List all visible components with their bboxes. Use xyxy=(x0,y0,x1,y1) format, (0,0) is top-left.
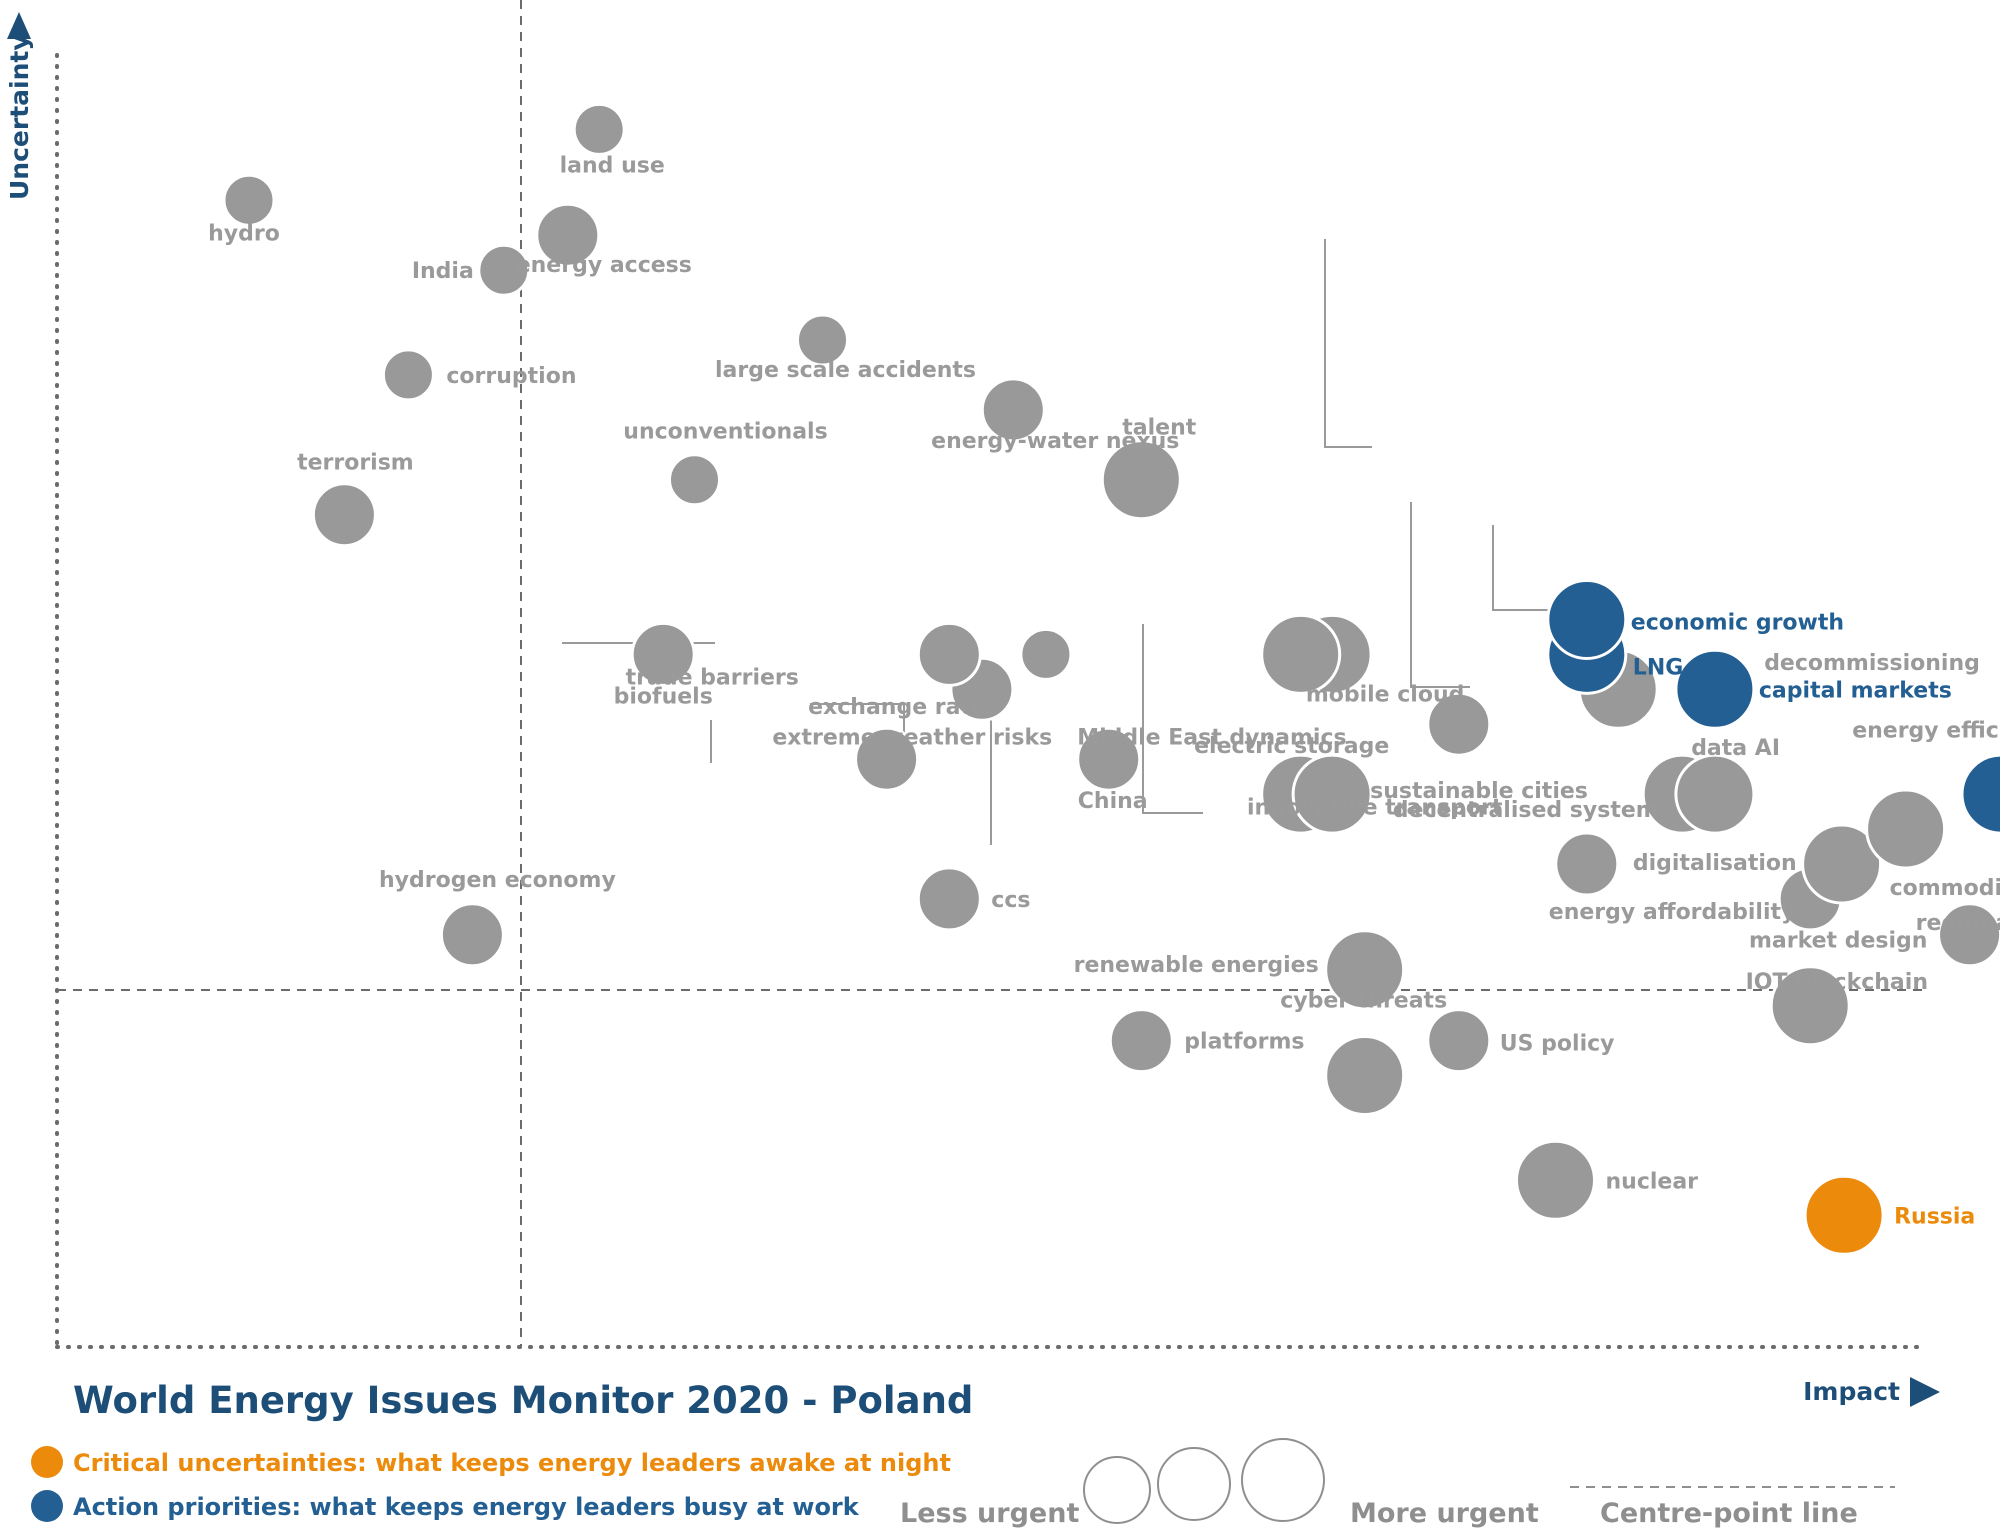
x-axis-title: Impact xyxy=(1803,1377,1900,1406)
legend-centre-point-line: Centre-point line xyxy=(1600,1498,1858,1529)
bubble-large-scale-accidents xyxy=(796,313,849,367)
bubble-label-capital-markets: capital markets xyxy=(1759,678,1952,703)
legend-blue-text: Action priorities: what keeps energy lea… xyxy=(73,1493,860,1521)
bubble-energy-affordability xyxy=(1426,691,1492,757)
bubble-label-extreme-weather-risks: extreme weather risks xyxy=(772,725,1052,750)
leader-decommissioning xyxy=(1324,239,1372,448)
chart-title: World Energy Issues Monitor 2020 - Polan… xyxy=(73,1379,973,1422)
bubble-label-unconventionals: unconventionals xyxy=(623,420,827,445)
bubble-label-china: China xyxy=(1078,789,1148,814)
bubble-hydro xyxy=(222,173,276,227)
bubble-extreme-weather-risks xyxy=(916,621,982,687)
bubble-label-energy-access: energy access xyxy=(516,253,692,278)
leader-regional-integration xyxy=(1492,525,1550,611)
bubble-energy-water-nexus xyxy=(980,377,1046,443)
bubble-label-corruption: corruption xyxy=(446,364,576,389)
bubble-label-digitalisation: digitalisation xyxy=(1633,851,1797,876)
leader-energy-affordability xyxy=(1142,624,1203,814)
bubble-label-india: India xyxy=(412,259,474,284)
bubble-label-land-use: land use xyxy=(560,153,665,178)
bubble-sustainable-cities xyxy=(1291,753,1373,835)
legend-less-urgent: Less urgent xyxy=(900,1498,1079,1529)
bubble-label-iot-blockchain: IOT blockchain xyxy=(1746,970,1928,995)
bubble-label-mobile-cloud: mobile cloud xyxy=(1306,682,1465,707)
bubble-land-use xyxy=(572,102,626,156)
bubble-digitalisation xyxy=(1674,753,1756,835)
bubble-label-ccs: ccs xyxy=(991,888,1030,913)
bubble-russia xyxy=(1803,1174,1885,1256)
x-axis-arrow-icon xyxy=(1910,1377,1940,1407)
bubble-talent xyxy=(1100,439,1182,521)
bubble-label-decommissioning: decommissioning xyxy=(1764,651,1980,676)
bubble-label-electric-storage: electric storage xyxy=(1194,734,1389,759)
bubble-label-lng: LNG xyxy=(1633,655,1684,680)
bubble-label-russia: Russia xyxy=(1894,1204,1975,1229)
legend-more-urgent: More urgent xyxy=(1350,1498,1539,1529)
bubble-label-economic-growth: economic growth xyxy=(1631,611,1844,636)
bubble-platforms xyxy=(1108,1008,1174,1074)
bubble-iot-blockchain xyxy=(1801,823,1883,905)
bubble-capital-markets xyxy=(1674,648,1756,730)
bubble-labels-layer: Russia nuclear cyber threats platforms US po… xyxy=(208,153,2000,1229)
bubble-label-middle-east-dynamics: Middle East dynamics xyxy=(1077,725,1346,750)
bubble-regional-integration xyxy=(1865,788,1947,870)
legend-size-medium xyxy=(1157,1447,1231,1521)
bubble-india xyxy=(477,243,531,297)
bubble-renewable-energies xyxy=(1324,929,1406,1011)
bubble-label-energy-water-nexus: energy-water nexus xyxy=(931,429,1179,454)
bubble-hydrogen-economy xyxy=(439,902,505,968)
bubble-label-platforms: platforms xyxy=(1184,1030,1304,1055)
bubble-label-sustainable-cities: sustainable cities xyxy=(1370,779,1588,804)
bubble-china xyxy=(1076,726,1142,792)
bubble-label-renewable-energies: renewable energies xyxy=(1074,953,1319,978)
bubble-commodity-prices xyxy=(1937,902,2000,968)
bubble-electricity-prices xyxy=(1960,753,2000,835)
bubble-label-innovative-transport: innovative transport xyxy=(1247,795,1503,820)
legend-orange-swatch xyxy=(31,1446,63,1478)
bubble-label-commodity-prices: commodity prices xyxy=(1890,876,2000,901)
bubble-label-exchange-rates: exchange rates xyxy=(808,695,999,720)
bubble-market-design xyxy=(1769,965,1851,1047)
bubble-decentralised-systems xyxy=(1554,831,1620,897)
bubble-economic-growth xyxy=(1546,579,1628,660)
y-axis-title: Uncertainty xyxy=(5,34,34,200)
bubble-label-talent: talent xyxy=(1122,416,1196,441)
bubble-label-data-ai: data AI xyxy=(1691,736,1780,761)
bubble-us-policy xyxy=(1426,1008,1492,1074)
bubble-unconventionals xyxy=(668,453,721,507)
bubble-label-terrorism: terrorism xyxy=(297,451,414,476)
bubble-exchange-rates xyxy=(854,726,920,792)
bubble-label-decentralised-systems: decentralised systems xyxy=(1393,798,1672,823)
bubble-label-energy-affordability: energy affordability xyxy=(1549,900,1796,925)
bubble-middle-east-dynamics xyxy=(1019,627,1073,681)
bubble-nuclear xyxy=(1515,1139,1596,1221)
bubble-label-hydro: hydro xyxy=(208,221,280,246)
bubble-innovative-transport xyxy=(1260,613,1342,695)
bubble-label-trade-barriers: trade barriers xyxy=(626,665,799,690)
leader-lines xyxy=(562,239,1550,845)
y-axis-arrow-icon xyxy=(7,12,31,39)
bubble-label-hydrogen-economy: hydrogen economy xyxy=(379,868,616,893)
bubble-label-nuclear: nuclear xyxy=(1606,1169,1699,1194)
leader-energy-efficiency xyxy=(1410,502,1470,688)
bubble-energy-access xyxy=(535,202,601,268)
legend-blue-swatch xyxy=(31,1490,63,1522)
bubble-biofuels xyxy=(630,621,696,687)
legend-size-large xyxy=(1241,1438,1325,1522)
bubble-label-market-design: market design xyxy=(1749,929,1927,954)
bubble-label-energy-efficiency: energy efficiency xyxy=(1852,718,2000,743)
bubble-label-cyber-threats: cyber threats xyxy=(1280,989,1447,1014)
bubble-terrorism xyxy=(311,482,377,548)
bubble-label-biofuels: biofuels xyxy=(614,684,713,709)
bubble-cyber-threats xyxy=(1324,1035,1406,1116)
bubble-corruption xyxy=(381,348,435,402)
bubble-label-regional-integration: regional integration xyxy=(1916,911,2000,936)
legend-size-small xyxy=(1083,1456,1151,1524)
bubble-ccs xyxy=(916,866,982,932)
bubble-label-us-policy: US policy xyxy=(1500,1032,1615,1057)
legend-orange-text: Critical uncertainties: what keeps energ… xyxy=(73,1449,951,1477)
bubble-label-large-scale-accidents: large scale accidents xyxy=(715,358,976,383)
bubbles-layer xyxy=(222,102,2000,1256)
